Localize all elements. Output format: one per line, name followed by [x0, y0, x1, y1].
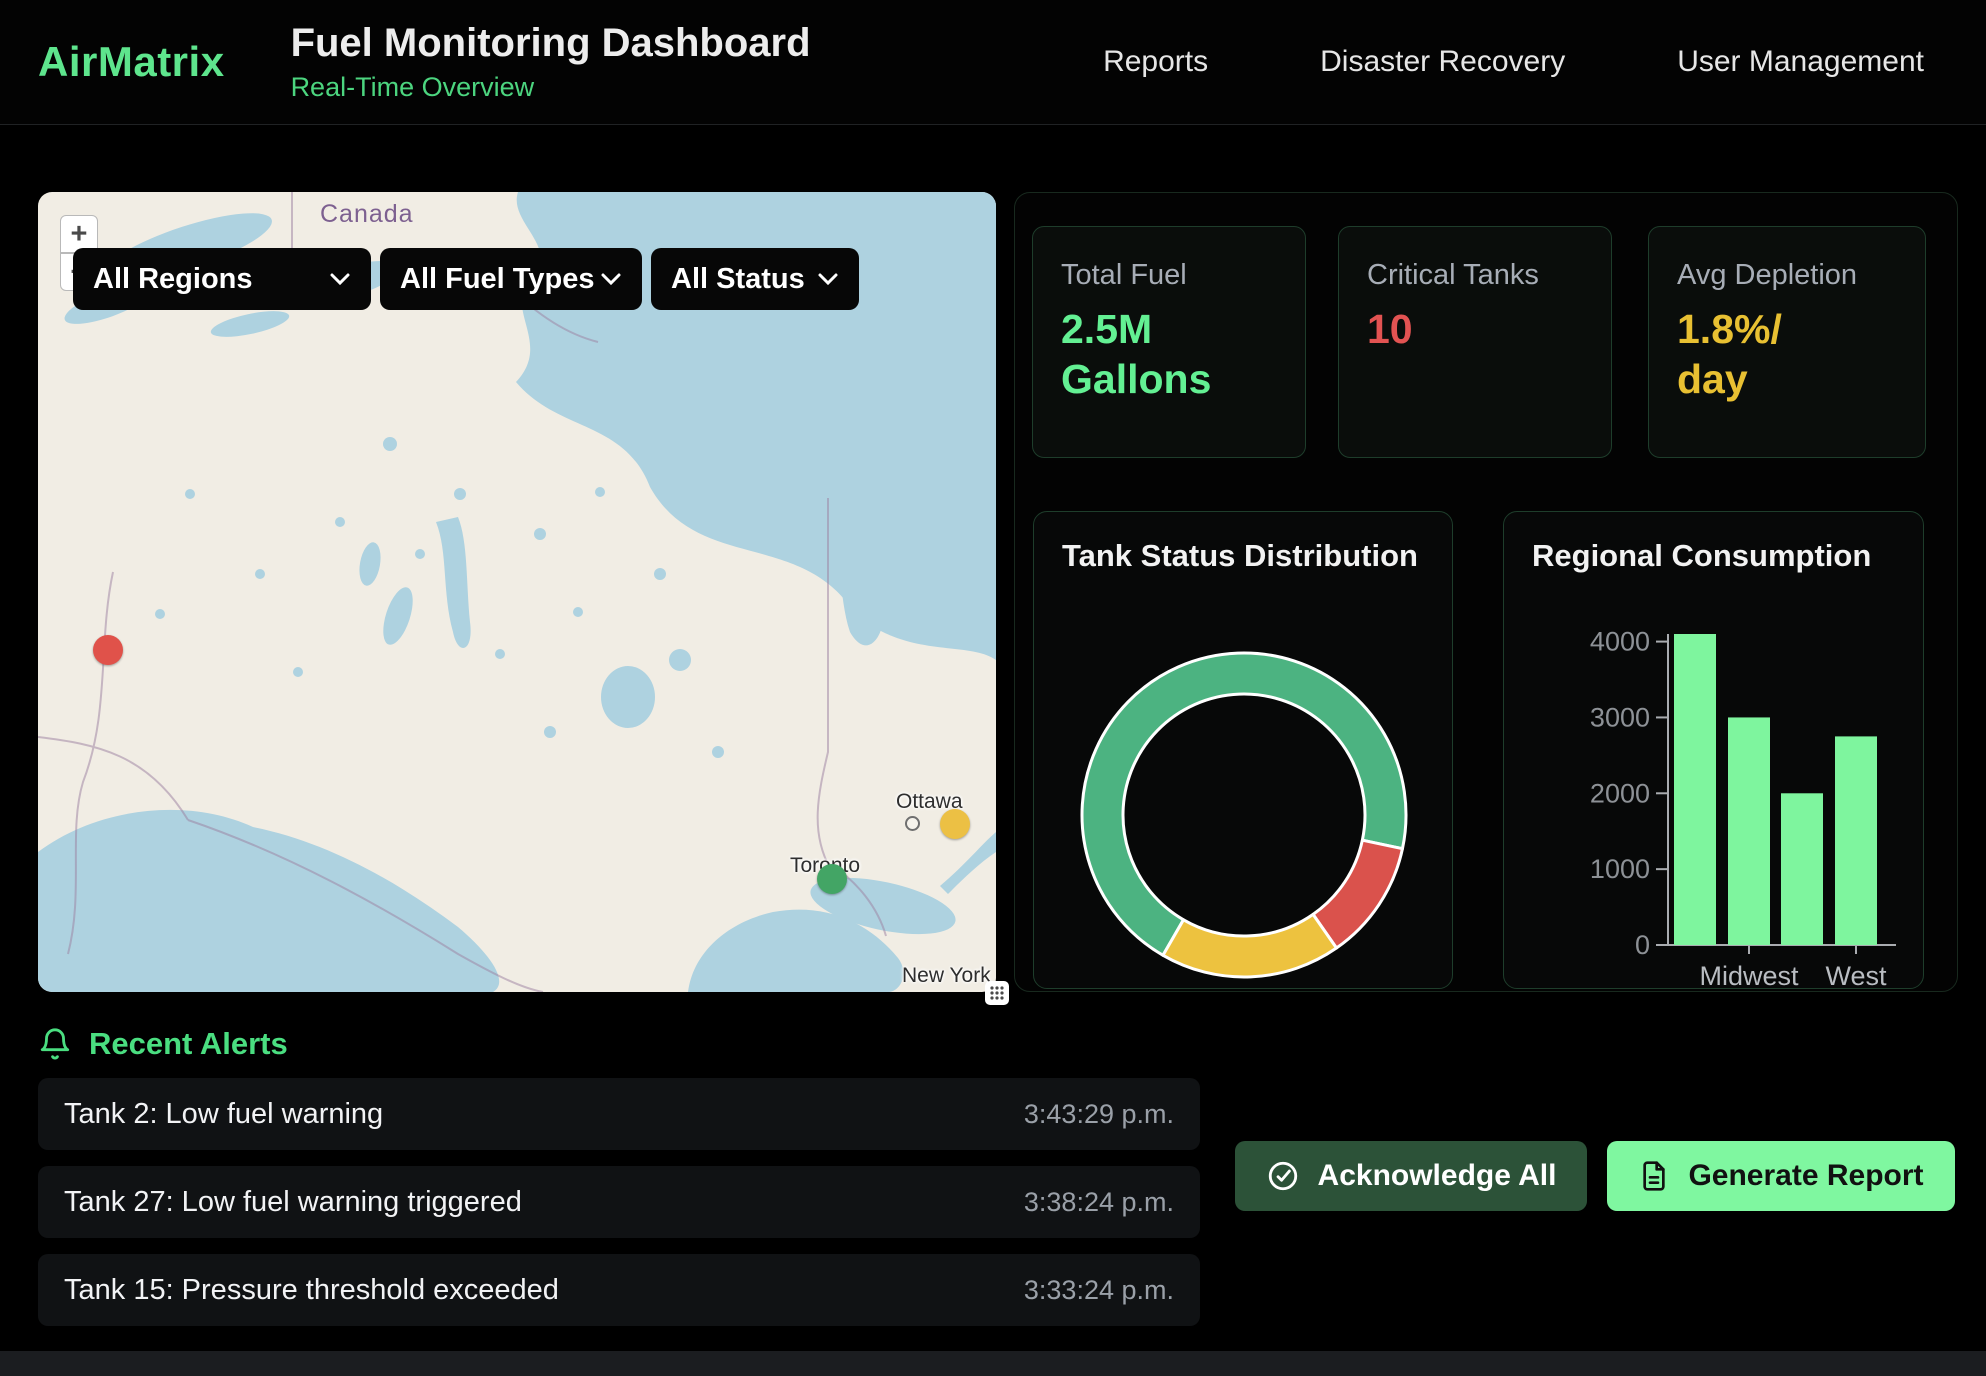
map-marker-warning[interactable] [940, 809, 970, 839]
kpi-value: 10 [1367, 304, 1583, 354]
svg-text:West: West [1825, 961, 1887, 989]
kpi-card-total-fuel: Total Fuel 2.5MGallons [1032, 226, 1306, 458]
map-marker-normal[interactable] [817, 864, 847, 894]
svg-text:3000: 3000 [1590, 702, 1650, 732]
regional-consumption-chart-card: Regional Consumption 0 1000 2000 3000 4000 Mi… [1503, 511, 1924, 989]
acknowledge-all-label: Acknowledge All [1318, 1159, 1557, 1193]
alert-message: Tank 15: Pressure threshold exceeded [64, 1274, 559, 1307]
nav-item-user-management[interactable]: User Management [1677, 45, 1924, 79]
map-resize-grip-icon[interactable] [985, 981, 1009, 1005]
svg-text:0: 0 [1635, 930, 1650, 960]
fuel-monitoring-dashboard: AirMatrix Fuel Monitoring Dashboard Real… [0, 0, 1986, 1376]
brand-logo: AirMatrix [38, 38, 225, 86]
app-header: AirMatrix Fuel Monitoring Dashboard Real… [0, 0, 1986, 125]
title-block: Fuel Monitoring Dashboard Real-Time Over… [291, 21, 811, 103]
alert-row[interactable]: Tank 27: Low fuel warning triggered 3:38… [38, 1166, 1200, 1238]
alert-message: Tank 27: Low fuel warning triggered [64, 1186, 522, 1219]
bell-icon [38, 1027, 72, 1061]
svg-text:4000: 4000 [1590, 627, 1650, 657]
kpi-card-critical-tanks: Critical Tanks 10 [1338, 226, 1612, 458]
region-filter-value: All Regions [93, 263, 253, 296]
map-filter-bar: All Regions All Fuel Types All Status [73, 248, 859, 310]
chevron-down-icon [817, 272, 839, 287]
alert-row[interactable]: Tank 15: Pressure threshold exceeded 3:3… [38, 1254, 1200, 1326]
check-circle-icon [1266, 1159, 1300, 1193]
kpi-card-avg-depletion: Avg Depletion 1.8%/day [1648, 226, 1926, 458]
page-title: Fuel Monitoring Dashboard [291, 21, 811, 66]
fuel-type-filter-value: All Fuel Types [400, 263, 594, 296]
alerts-header: Recent Alerts [38, 1026, 288, 1062]
map-panel[interactable]: Canada Ottawa Toronto New York + − All R… [38, 192, 996, 992]
kpi-label: Critical Tanks [1367, 259, 1583, 292]
chart-title: Tank Status Distribution [1062, 538, 1418, 574]
map-city-dot-icon [905, 816, 920, 831]
metrics-panel: Total Fuel 2.5MGallons Critical Tanks 10… [1014, 192, 1958, 992]
alert-timestamp: 3:43:29 p.m. [1024, 1099, 1174, 1130]
svg-text:Midwest: Midwest [1699, 961, 1799, 989]
svg-text:1000: 1000 [1590, 854, 1650, 884]
kpi-value: 2.5MGallons [1061, 304, 1277, 404]
map-marker-critical[interactable] [93, 635, 123, 665]
main-nav: Reports Disaster Recovery User Managemen… [1103, 45, 1924, 79]
report-document-icon [1638, 1160, 1670, 1192]
alerts-title: Recent Alerts [89, 1026, 288, 1062]
kpi-label: Avg Depletion [1677, 259, 1897, 292]
status-filter-dropdown[interactable]: All Status [651, 248, 859, 310]
map-city-label-new-york: New York [902, 964, 991, 988]
nav-item-reports[interactable]: Reports [1103, 45, 1208, 79]
generate-report-label: Generate Report [1688, 1159, 1923, 1193]
alert-timestamp: 3:38:24 p.m. [1024, 1187, 1174, 1218]
alert-message: Tank 2: Low fuel warning [64, 1098, 383, 1131]
chevron-down-icon [329, 272, 351, 287]
regional-consumption-bar-chart: 0 1000 2000 3000 4000 Midwest West [1504, 512, 1924, 989]
tank-status-chart-card: Tank Status Distribution [1033, 511, 1453, 989]
kpi-value: 1.8%/day [1677, 304, 1897, 404]
nav-item-disaster-recovery[interactable]: Disaster Recovery [1320, 45, 1565, 79]
generate-report-button[interactable]: Generate Report [1607, 1141, 1955, 1211]
chevron-down-icon [600, 272, 622, 287]
window-bottom-edge [0, 1351, 1986, 1376]
acknowledge-all-button[interactable]: Acknowledge All [1235, 1141, 1587, 1211]
tank-status-donut-chart [1034, 512, 1453, 989]
kpi-label: Total Fuel [1061, 259, 1277, 292]
region-filter-dropdown[interactable]: All Regions [73, 248, 371, 310]
map-country-label: Canada [320, 200, 414, 229]
chart-title: Regional Consumption [1532, 538, 1871, 574]
alert-timestamp: 3:33:24 p.m. [1024, 1275, 1174, 1306]
fuel-type-filter-dropdown[interactable]: All Fuel Types [380, 248, 642, 310]
status-filter-value: All Status [671, 263, 805, 296]
page-subtitle: Real-Time Overview [291, 72, 811, 103]
svg-text:2000: 2000 [1590, 778, 1650, 808]
alert-row[interactable]: Tank 2: Low fuel warning 3:43:29 p.m. [38, 1078, 1200, 1150]
